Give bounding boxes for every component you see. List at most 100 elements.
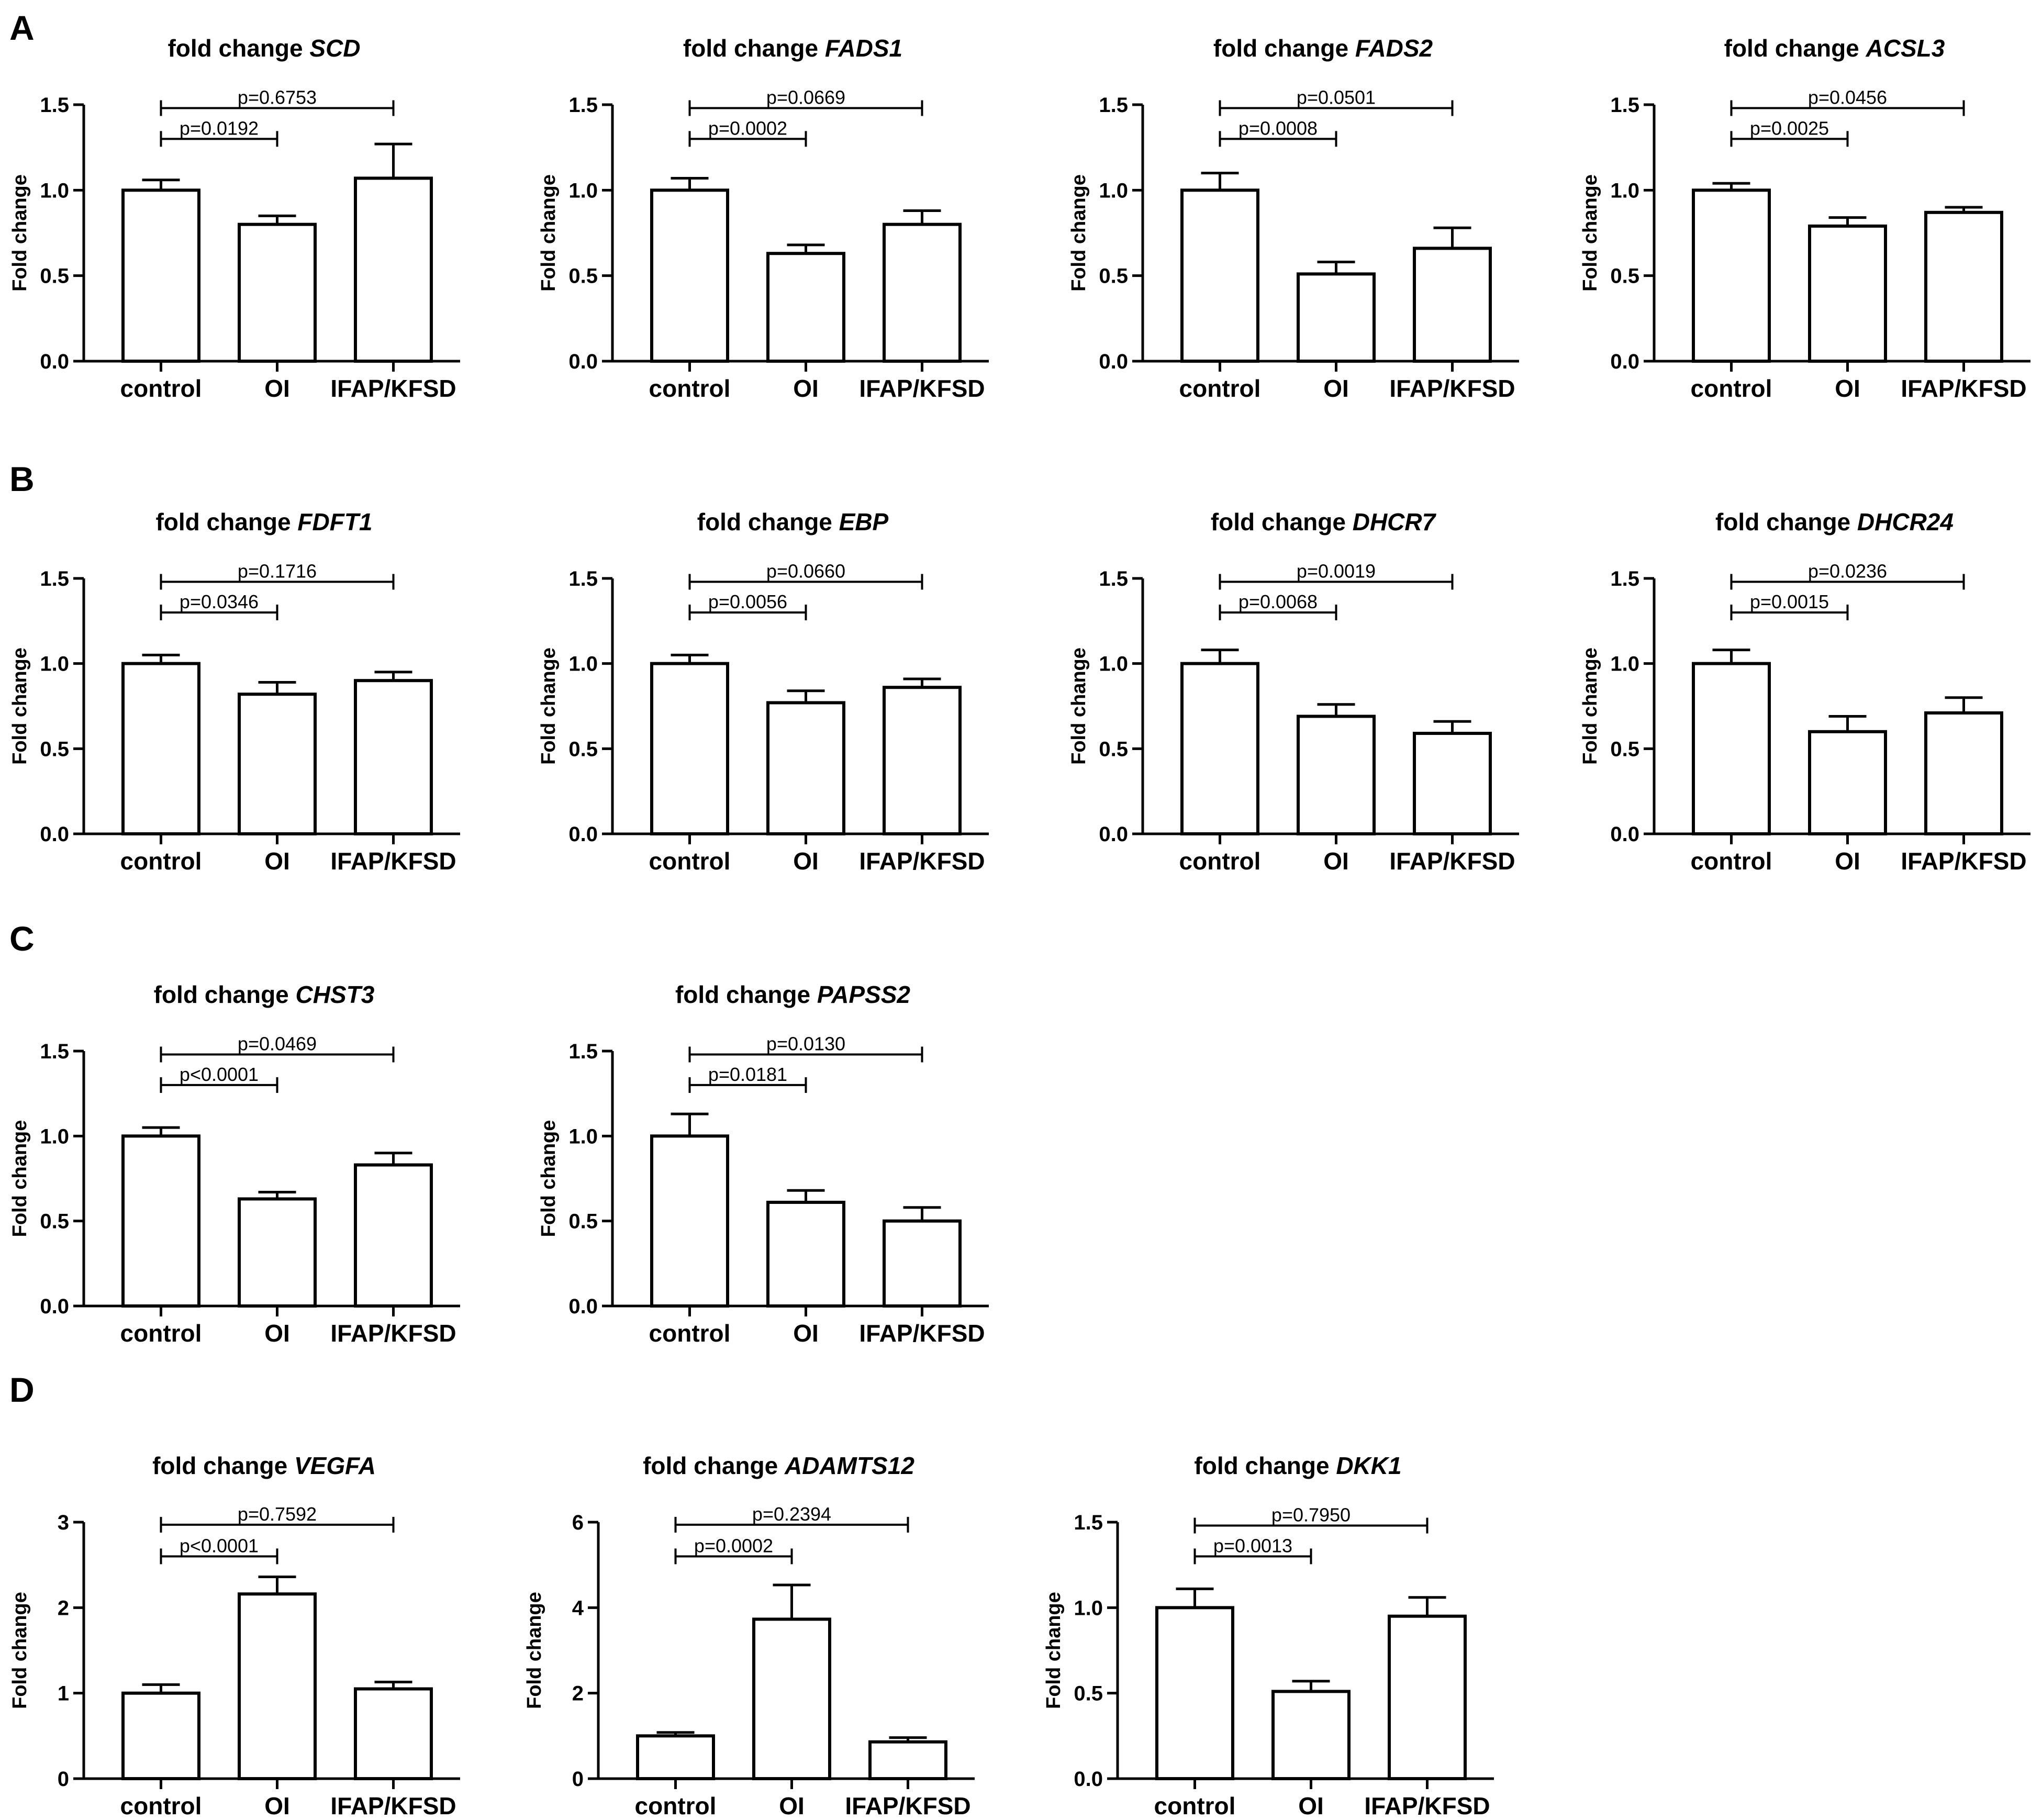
p-value-label: p=0.0456 [1808, 87, 1887, 108]
chart-title: fold change FDFT1 [155, 508, 372, 535]
p-value-label: p=0.0008 [1238, 117, 1318, 139]
chart-title-prefix: fold change [154, 981, 296, 1008]
p-value-label: p=0.0130 [766, 1033, 845, 1054]
chart-dhcr7: fold change DHCR7 Fold change 0.0 0.5 1.0 1.5… [1068, 508, 1519, 875]
p-value-label: p=0.0002 [694, 1535, 773, 1556]
bar-control [121, 1691, 200, 1781]
bar-ifap-kfsd [354, 1687, 433, 1780]
x-tick-label: control [120, 375, 202, 402]
p-value-label: p=0.7592 [238, 1503, 317, 1525]
bar-ifap-kfsd [1924, 210, 2003, 363]
p-value-label: p<0.0001 [180, 1535, 259, 1556]
chart-title-gene: ADAMTS12 [784, 1452, 914, 1479]
x-tick-label: control [1154, 1792, 1236, 1819]
bar-control [650, 188, 729, 363]
y-tick-label: 0 [572, 1768, 584, 1791]
bar-control [650, 662, 729, 835]
y-axis-label: Fold change [9, 647, 31, 765]
p-value-label: p=0.6753 [238, 87, 317, 108]
p-value-label: p=0.7950 [1271, 1504, 1351, 1526]
p-value-label: p=0.0068 [1238, 591, 1318, 612]
y-tick-label: 4 [572, 1596, 584, 1620]
y-tick-label: 0.0 [1074, 1768, 1103, 1791]
y-tick-label: 1.0 [40, 179, 69, 202]
y-tick-label: 0.0 [568, 823, 598, 846]
chart-title-gene: ACSL3 [1866, 35, 1945, 62]
chart-title-prefix: fold change [168, 35, 309, 62]
x-tick-label: IFAP/KFSD [1389, 375, 1515, 402]
chart-title-gene: DKK1 [1336, 1452, 1401, 1479]
x-tick-label: IFAP/KFSD [845, 1792, 970, 1819]
y-tick-label: 1.5 [40, 1040, 69, 1063]
p-value-label: p=0.0002 [708, 117, 787, 139]
x-tick-label: OI [1323, 375, 1349, 402]
bar-ifap-kfsd [354, 176, 433, 363]
chart-title-prefix: fold change [697, 508, 839, 535]
y-tick-label: 1.0 [1099, 653, 1128, 676]
chart-chst3: fold change CHST3 Fold change 0.0 0.5 1.0 1.5… [9, 981, 460, 1347]
chart-scd: fold change SCD Fold change 0.0 0.5 1.0 1.5 co… [9, 35, 460, 402]
bar-oi [1271, 1690, 1351, 1780]
p-value-label: p=0.0469 [238, 1033, 317, 1054]
y-tick-label: 1.0 [1099, 179, 1128, 202]
chart-title-prefix: fold change [155, 508, 297, 535]
x-tick-label: IFAP/KFSD [330, 1792, 456, 1819]
y-tick-label: 1.5 [1074, 1511, 1103, 1534]
bar-control [1155, 1606, 1234, 1780]
p-value-label: p=0.2394 [752, 1503, 831, 1525]
y-tick-label: 0.5 [1610, 265, 1639, 288]
bar-ifap-kfsd [1413, 732, 1492, 836]
y-axis-label: Fold change [523, 1592, 545, 1709]
chart-title: fold change FADS1 [683, 35, 902, 62]
chart-title-prefix: fold change [1213, 35, 1355, 62]
y-tick-label: 1.5 [1099, 94, 1128, 117]
bar-ifap-kfsd [1924, 711, 2003, 835]
y-tick-label: 1.5 [1099, 567, 1128, 590]
y-tick-label: 1.0 [568, 1125, 598, 1148]
panel-letter-b: B [9, 460, 35, 498]
p-value-label: p=0.0501 [1297, 87, 1376, 108]
bar-oi [1297, 272, 1376, 363]
p-value-label: p=0.0346 [180, 591, 259, 612]
y-tick-label: 0.0 [40, 1295, 69, 1318]
chart-title: fold change VEGFA [152, 1452, 376, 1479]
y-tick-label: 1 [58, 1682, 69, 1705]
y-tick-label: 1.0 [1074, 1596, 1103, 1620]
y-tick-label: 0 [58, 1768, 69, 1791]
y-tick-label: 0.5 [40, 738, 69, 761]
chart-title-gene: VEGFA [294, 1452, 376, 1479]
bar-oi [238, 1592, 317, 1780]
bar-ifap-kfsd [883, 686, 962, 836]
chart-fads1: fold change FADS1 Fold change 0.0 0.5 1.0 1.5… [538, 35, 989, 402]
bar-ifap-kfsd [1413, 247, 1492, 363]
x-tick-label: control [1691, 375, 1772, 402]
p-value-label: p=0.0019 [1297, 561, 1376, 582]
y-tick-label: 0.5 [568, 1210, 598, 1233]
x-tick-label: OI [264, 375, 290, 402]
bar-control [121, 662, 200, 835]
p-value-label: p<0.0001 [180, 1064, 259, 1085]
y-tick-label: 0.5 [568, 738, 598, 761]
bar-control [1180, 188, 1259, 363]
chart-title-gene: SCD [309, 35, 360, 62]
y-axis-label: Fold change [1068, 174, 1090, 292]
bar-oi [1808, 224, 1887, 363]
chart-title: fold change PAPSS2 [675, 981, 910, 1008]
y-tick-label: 0.0 [1610, 823, 1639, 846]
y-axis-label: Fold change [9, 174, 31, 292]
panel-letter-a: A [9, 8, 35, 47]
chart-title-gene: FADS1 [825, 35, 902, 62]
x-tick-label: OI [793, 375, 819, 402]
chart-title-gene: PAPSS2 [817, 981, 911, 1008]
chart-acsl3: fold change ACSL3 Fold change 0.0 0.5 1.0 1.5… [1579, 35, 2030, 402]
chart-title-prefix: fold change [152, 1452, 294, 1479]
chart-title: fold change ACSL3 [1724, 35, 1945, 62]
chart-title-prefix: fold change [1724, 35, 1866, 62]
p-value-label: p=0.0015 [1750, 591, 1829, 612]
chart-title: fold change FADS2 [1213, 35, 1433, 62]
y-tick-label: 1.0 [1610, 179, 1639, 202]
chart-title-prefix: fold change [675, 981, 817, 1008]
panel-letter-d: D [9, 1370, 35, 1409]
y-tick-label: 1.5 [568, 94, 598, 117]
x-tick-label: IFAP/KFSD [330, 375, 456, 402]
